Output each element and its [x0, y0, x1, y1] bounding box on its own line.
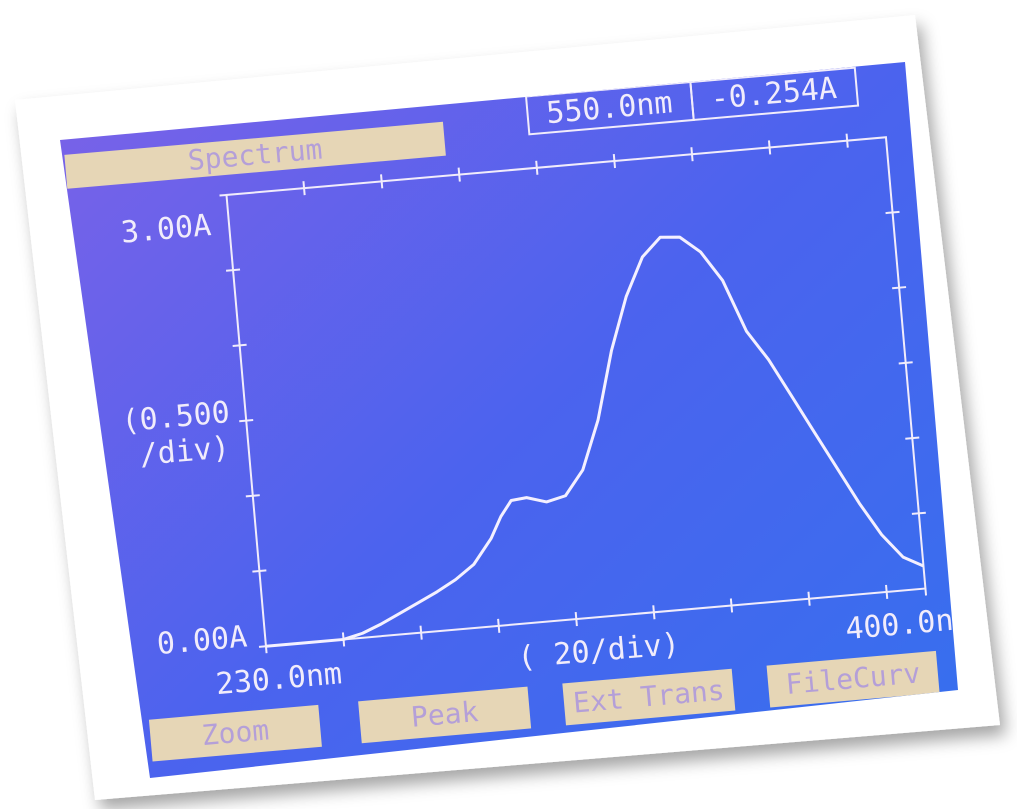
- photo: Spectrum 550.0nm -0.254A (0.500 /div) ( …: [0, 0, 1017, 809]
- y-tick: [226, 270, 240, 271]
- x-tick: [731, 599, 732, 613]
- y-tick: [905, 437, 919, 438]
- y-tick: [246, 495, 260, 496]
- x-tick: [808, 592, 809, 606]
- x-tick: [653, 605, 654, 619]
- y-tick: [252, 570, 266, 571]
- x-tick: [886, 585, 887, 599]
- y-tick: [239, 420, 253, 421]
- x-tick: [536, 161, 537, 175]
- y-tick: [233, 345, 247, 346]
- y-tick: [899, 362, 913, 363]
- x-tick: [847, 134, 848, 148]
- y-tick: [886, 212, 900, 213]
- x-tick: [576, 612, 577, 626]
- x-tick: [303, 181, 304, 195]
- y-tick: [892, 287, 906, 288]
- x-tick: [691, 147, 692, 161]
- y-tick: [912, 513, 926, 514]
- button-label: Zoom: [200, 713, 270, 752]
- y-tick: [219, 195, 226, 196]
- x-tick: [925, 589, 926, 596]
- y-tick: [259, 646, 266, 647]
- x-tick: [614, 154, 615, 168]
- x-tick: [769, 140, 770, 154]
- screen: Spectrum 550.0nm -0.254A (0.500 /div) ( …: [31, 41, 990, 809]
- x-tick: [381, 174, 382, 188]
- x-tick: [421, 626, 422, 640]
- button-label: Peak: [410, 695, 480, 734]
- x-tick: [459, 168, 460, 182]
- x-tick: [498, 619, 499, 633]
